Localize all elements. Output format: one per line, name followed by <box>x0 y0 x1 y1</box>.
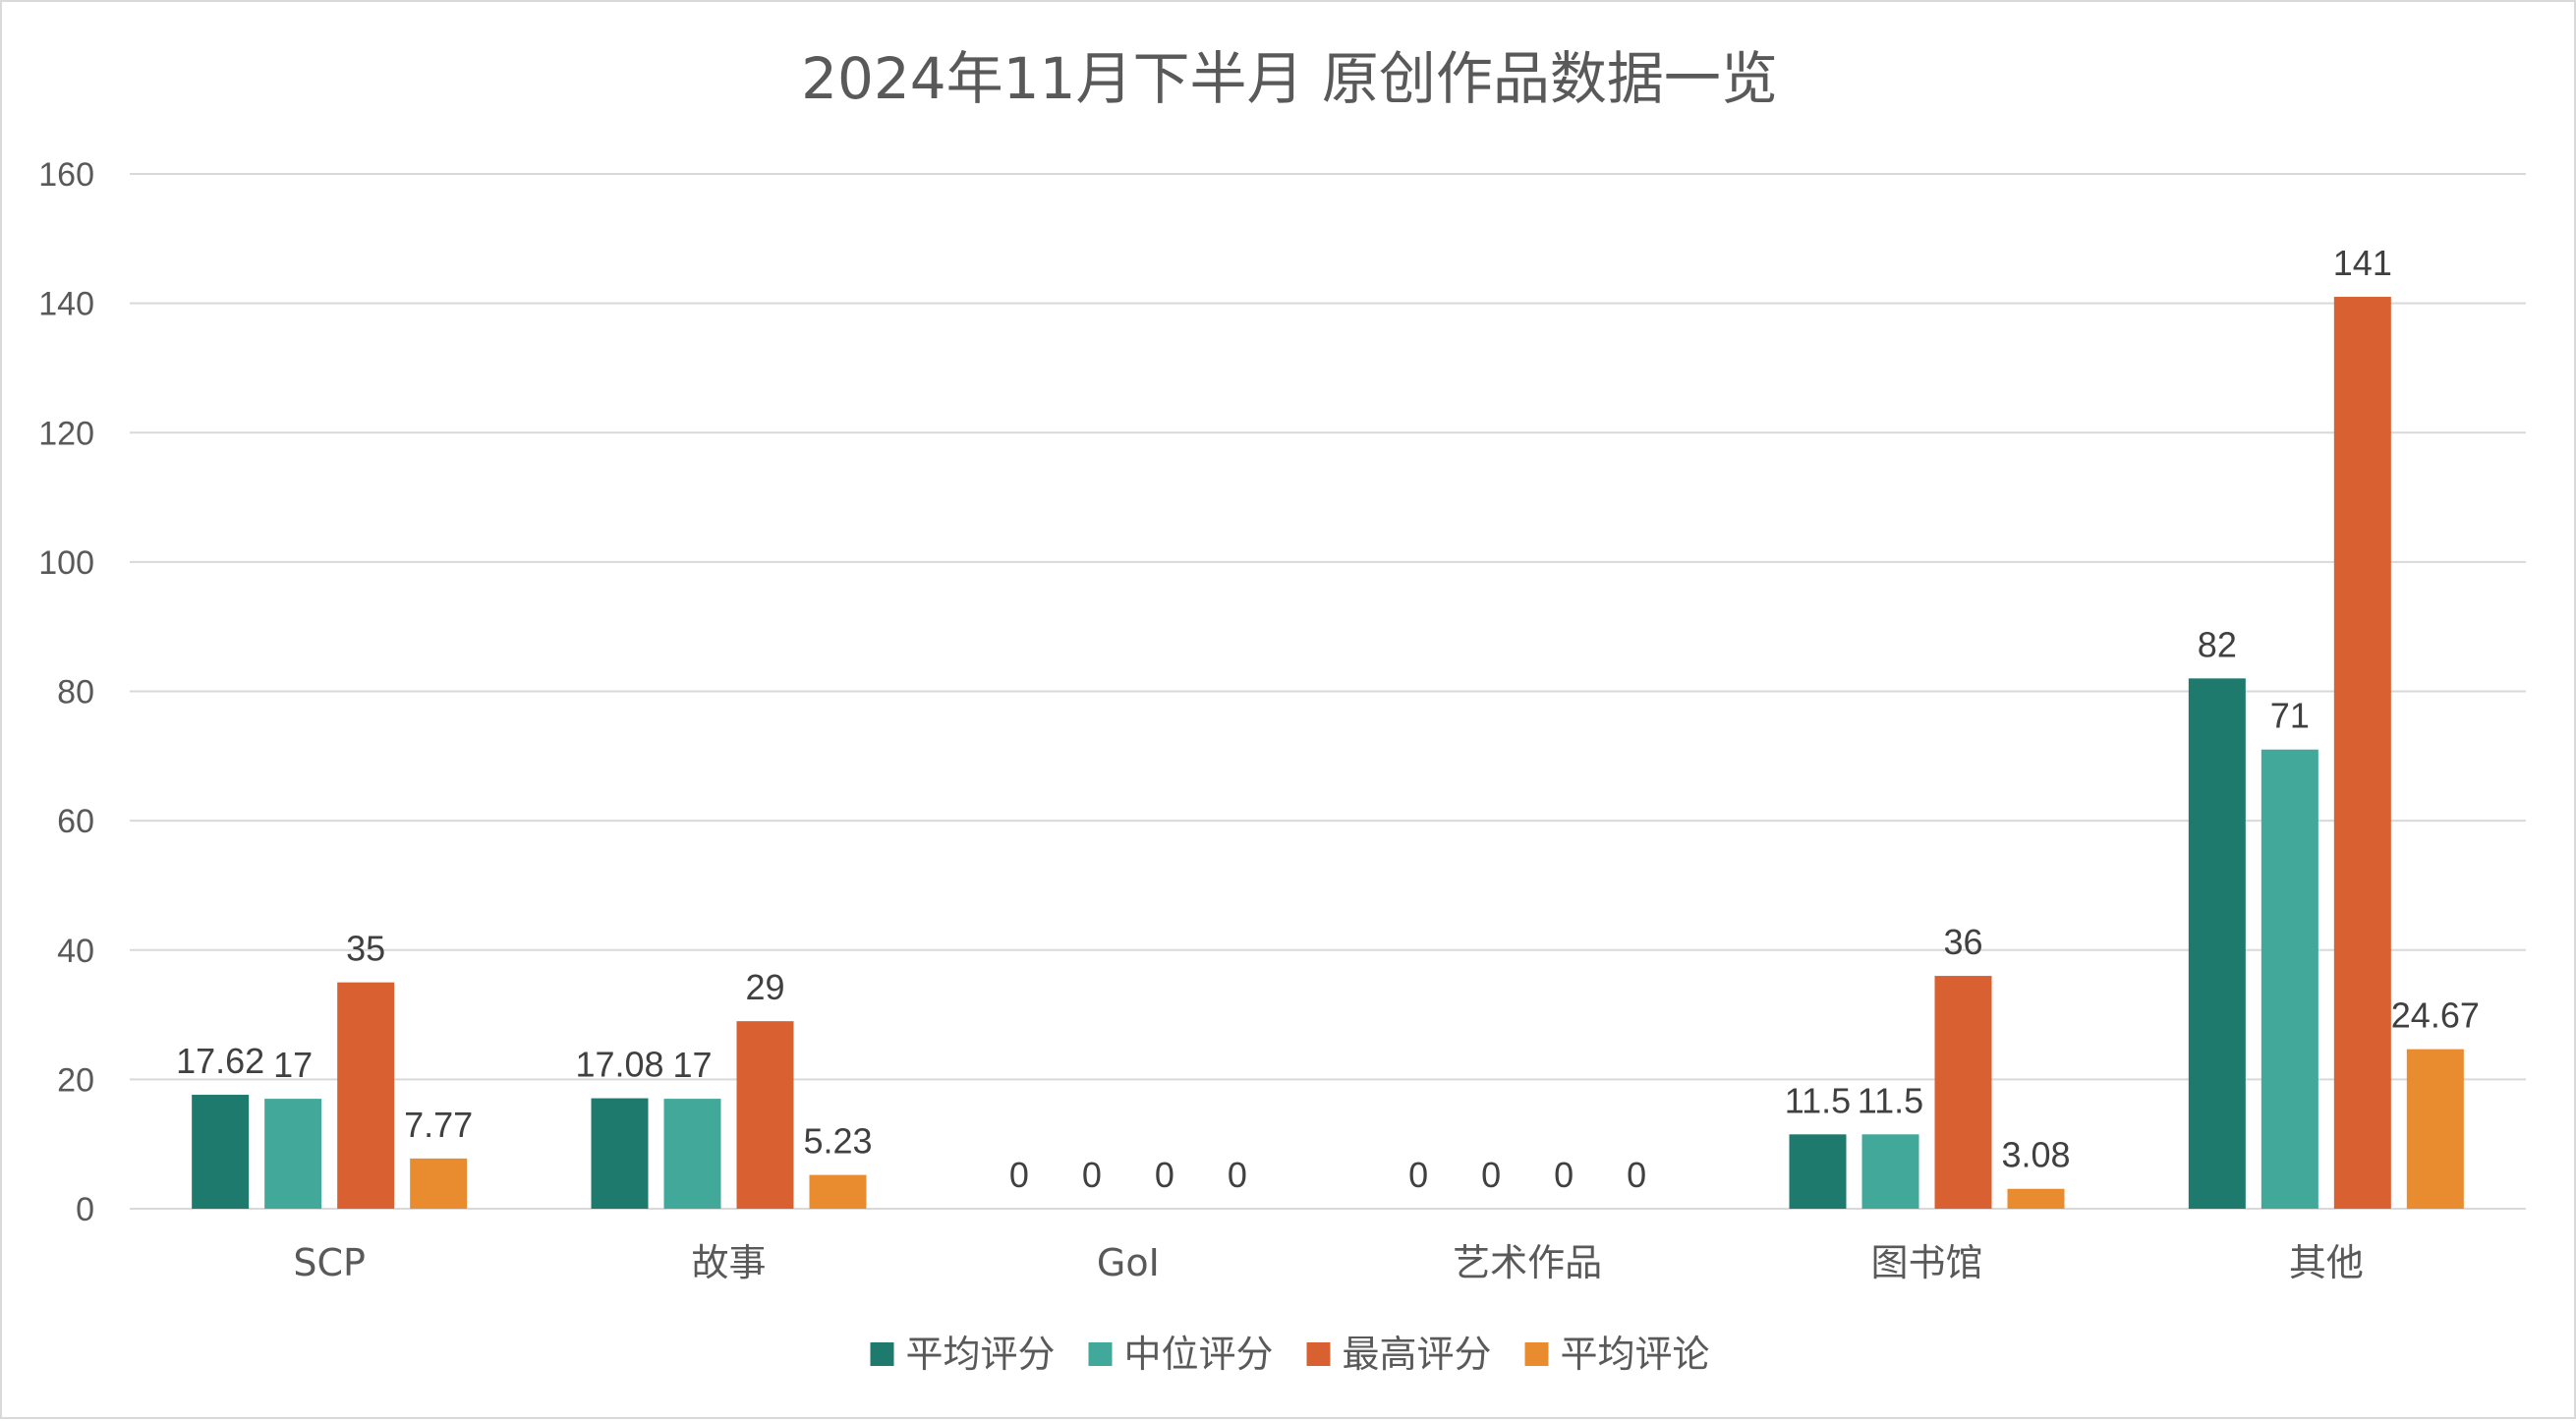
category-label: 艺术作品 <box>1453 1241 1602 1284</box>
bar <box>2261 749 2318 1209</box>
data-label: 71 <box>2270 696 2310 736</box>
data-label: 0 <box>1228 1155 1247 1195</box>
legend-label: 最高评分 <box>1343 1333 1492 1376</box>
data-label: 17 <box>273 1045 313 1085</box>
data-label: 82 <box>2198 624 2237 664</box>
data-label: 0 <box>1408 1155 1428 1195</box>
bar <box>663 1099 721 1209</box>
category-label: GoI <box>1097 1241 1160 1284</box>
bar <box>192 1095 250 1209</box>
bar <box>2406 1049 2464 1209</box>
y-tick-label: 20 <box>57 1061 94 1099</box>
y-tick-label: 100 <box>38 544 94 582</box>
legend: 平均评分 中位评分 最高评分 平均评论 <box>870 1333 1710 1376</box>
data-label: 17 <box>672 1045 712 1085</box>
bar <box>809 1174 867 1209</box>
data-label: 11.5 <box>1785 1080 1851 1120</box>
data-label: 0 <box>1554 1155 1574 1195</box>
bar <box>410 1158 468 1209</box>
data-label: 0 <box>1082 1155 1102 1195</box>
data-label: 36 <box>1943 922 1982 962</box>
legend-swatch <box>1306 1342 1331 1366</box>
data-label: 3.08 <box>2001 1135 2070 1175</box>
y-tick-label: 40 <box>57 933 94 970</box>
category-label: 其他 <box>2289 1241 2364 1284</box>
x-axis-categories: SCP 故事 GoI 艺术作品 图书馆 其他 <box>293 1241 2363 1284</box>
bar <box>2188 678 2246 1209</box>
bar <box>2007 1188 2065 1209</box>
bar <box>2333 297 2391 1209</box>
data-label: 5.23 <box>803 1121 872 1162</box>
y-tick-label: 140 <box>38 286 94 323</box>
y-tick-label: 80 <box>57 674 94 711</box>
legend-swatch <box>1088 1342 1113 1366</box>
category-label: 图书馆 <box>1870 1241 1982 1284</box>
data-label: 141 <box>2333 243 2392 283</box>
bar <box>736 1021 794 1209</box>
bar <box>337 982 395 1209</box>
y-tick-label: 120 <box>38 415 94 452</box>
data-label: 24.67 <box>2391 995 2480 1036</box>
data-label: 7.77 <box>404 1105 473 1145</box>
y-axis-ticks: 0 20 40 60 80 100 120 140 160 <box>38 156 94 1228</box>
y-tick-label: 160 <box>38 156 94 194</box>
legend-label: 平均评论 <box>1561 1333 1710 1376</box>
chart-title: 2024年11月下半月 原创作品数据一览 <box>801 45 1778 112</box>
bar <box>1861 1134 1919 1209</box>
bar <box>264 1099 322 1209</box>
data-label: 17.62 <box>176 1041 264 1081</box>
legend-label: 平均评分 <box>906 1333 1056 1376</box>
data-label: 11.5 <box>1858 1080 1923 1120</box>
y-tick-label: 60 <box>57 803 94 840</box>
category-label: SCP <box>293 1241 366 1284</box>
data-label: 0 <box>1009 1155 1029 1195</box>
data-label: 0 <box>1481 1155 1501 1195</box>
data-label: 29 <box>745 967 784 1007</box>
data-label: 35 <box>346 929 385 969</box>
bar <box>1934 976 1992 1209</box>
legend-label: 中位评分 <box>1124 1333 1274 1376</box>
category-label: 故事 <box>691 1241 766 1284</box>
bars <box>192 297 2464 1209</box>
bar <box>591 1098 649 1209</box>
y-tick-label: 0 <box>76 1191 94 1228</box>
bar <box>1789 1134 1847 1209</box>
data-label: 17.08 <box>575 1045 663 1085</box>
legend-swatch <box>870 1342 894 1366</box>
legend-swatch <box>1524 1342 1549 1366</box>
gridlines <box>130 173 2526 1210</box>
data-label: 0 <box>1155 1155 1174 1195</box>
data-label: 0 <box>1627 1155 1646 1195</box>
